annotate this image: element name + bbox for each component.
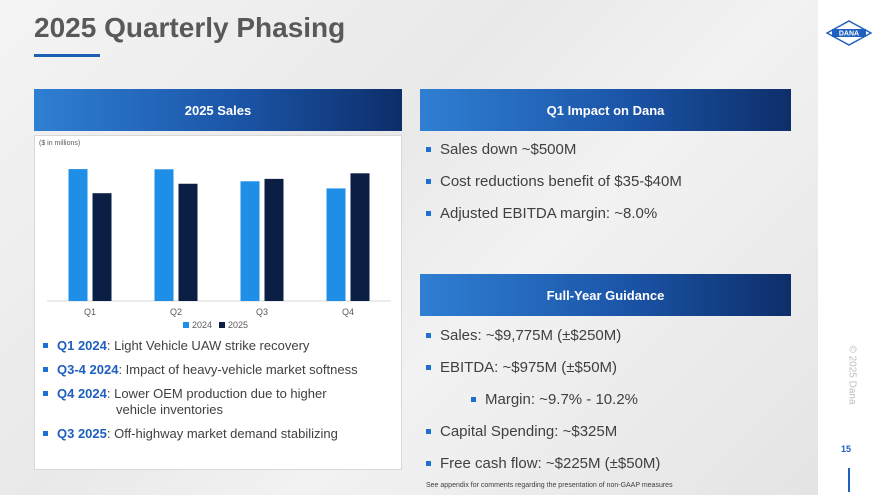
guidance-subitem: Margin: ~9.7% - 10.2% [468, 391, 788, 409]
driver-item: Q3-4 2024: Impact of heavy-vehicle marke… [40, 362, 400, 378]
x-tick-label: Q1 [84, 307, 96, 317]
legend-swatch-2025 [219, 322, 225, 328]
sales-bar-chart: Q1 Q2 Q3 Q4 2024 2025 [47, 169, 391, 330]
page-number: 15 [841, 444, 852, 454]
footnote: See appendix for comments regarding the … [426, 482, 673, 489]
guidance-item: Sales: ~$9,775M (±$250M) [423, 327, 788, 345]
q1-impact-item: Adjusted EBITDA margin: ~8.0% [423, 205, 788, 223]
guidance-item: Capital Spending: ~$325M [423, 423, 788, 441]
copyright-wrapper: © 2025 Dana [846, 340, 858, 410]
driver-item: Q3 2025: Off-highway market demand stabi… [40, 426, 400, 442]
bar-2024-q1 [68, 169, 88, 301]
bar-2024-q2 [154, 169, 174, 301]
title-underline [34, 54, 100, 57]
x-tick-label: Q2 [170, 307, 182, 317]
driver-item: Q1 2024: Light Vehicle UAW strike recove… [40, 338, 400, 354]
legend-swatch-2024 [183, 322, 189, 328]
copyright: © 2025 Dana [846, 345, 858, 405]
slide-sidebar [818, 0, 880, 495]
q1-impact-item: Sales down ~$500M [423, 141, 788, 159]
legend-label-2024: 2024 [192, 320, 212, 330]
bar-2025-q4 [350, 173, 370, 301]
bar-2025-q3 [264, 178, 284, 301]
bar-2025-q2 [178, 183, 198, 301]
sales-chart-panel: ($ in millions) Q1 Q2 Q3 Q4 2024 2025 [34, 135, 402, 470]
guidance-list: Sales: ~$9,775M (±$250M) EBITDA: ~$975M … [423, 327, 788, 487]
page-accent-bar [848, 468, 850, 492]
page-title: 2025 Quarterly Phasing [34, 12, 346, 43]
drivers-list: Q1 2024: Light Vehicle UAW strike recove… [40, 338, 400, 450]
legend-label-2025: 2025 [228, 320, 248, 330]
guidance-item: Free cash flow: ~$225M (±$50M) [423, 455, 788, 473]
x-tick-label: Q4 [342, 307, 354, 317]
logo-band [832, 29, 866, 37]
guidance-header: Full-Year Guidance [420, 274, 791, 316]
sales-panel-header: 2025 Sales [34, 89, 402, 131]
q1-impact-list: Sales down ~$500M Cost reductions benefi… [423, 141, 788, 237]
logo-text: DANA [839, 31, 859, 38]
x-tick-label: Q3 [256, 307, 268, 317]
chart-units-note: ($ in millions) [39, 140, 81, 147]
guidance-item: EBITDA: ~$975M (±$50M) [423, 359, 788, 377]
driver-item: Q4 2024: Lower OEM production due to hig… [40, 386, 400, 418]
bar-2024-q4 [326, 188, 346, 301]
q1-impact-item: Cost reductions benefit of $35-$40M [423, 173, 788, 191]
bar-2024-q3 [240, 181, 260, 301]
bar-2025-q1 [92, 193, 112, 301]
q1-impact-header: Q1 Impact on Dana [420, 89, 791, 131]
dana-logo: DANA [826, 20, 872, 46]
